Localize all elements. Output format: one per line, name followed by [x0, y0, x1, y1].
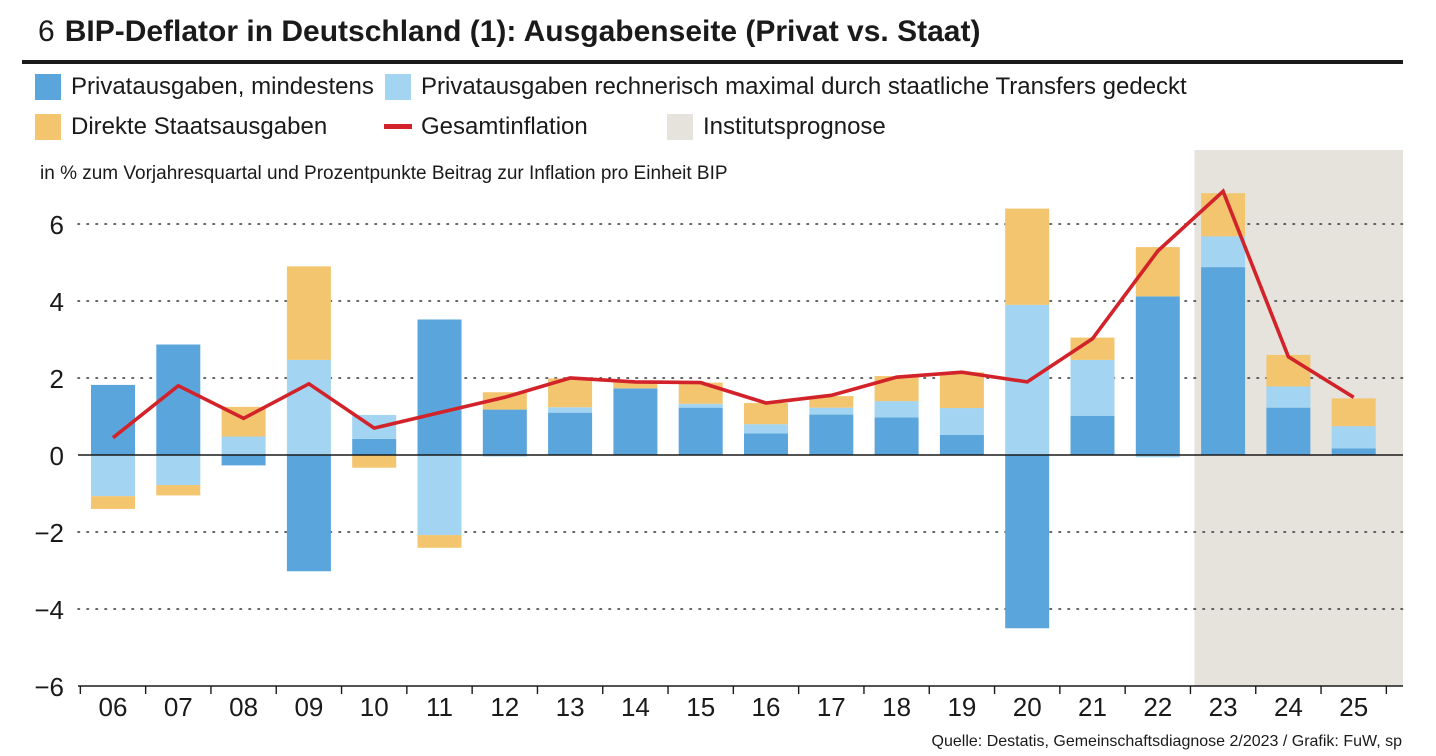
bar-staat [482, 392, 527, 410]
bar-priv-min [1331, 448, 1376, 455]
bar-priv-min [939, 434, 984, 455]
bar-staat [1331, 398, 1376, 427]
bar-priv-max [1070, 359, 1115, 416]
bar-priv-min [482, 409, 527, 455]
x-tick-label: 24 [1274, 692, 1303, 722]
x-tick-label: 09 [294, 692, 323, 722]
bar-priv-min [156, 344, 201, 455]
bar-staat [1070, 337, 1115, 360]
legend-label-priv-max: Privatausgaben rechnerisch maximal durch… [421, 73, 1187, 100]
bar-staat [1266, 354, 1311, 387]
inflation-line [111, 188, 1355, 440]
y-tick-label: 0 [50, 441, 64, 471]
bar-priv-max [1135, 455, 1180, 458]
bar-priv-max [744, 424, 788, 434]
x-tick-label: 25 [1339, 692, 1368, 722]
bar-priv-max [678, 403, 723, 408]
x-tick-label: 07 [164, 692, 193, 722]
x-tick-label: 20 [1013, 692, 1042, 722]
bar-staat [286, 266, 331, 360]
y-tick-label: −6 [34, 672, 64, 702]
y-tick-label: 2 [50, 364, 64, 394]
chart-title-text: BIP-Deflator in Deutschland (1): Ausgabe… [64, 15, 981, 48]
bar-staat [156, 485, 201, 496]
chart-subtitle: in % zum Vorjahresquartal und Prozentpun… [40, 163, 728, 184]
bar-priv-min [221, 455, 266, 466]
legend-label-staat: Direkte Staatsausgaben [71, 113, 328, 140]
legend-swatch-priv-max [385, 74, 411, 100]
bar-priv-min [417, 319, 462, 455]
bar-staat [613, 381, 658, 389]
legend-label-priv-min: Privatausgaben, mindestens [71, 73, 374, 100]
bar-staat [809, 396, 854, 408]
bar-priv-max [91, 455, 135, 497]
x-tick-label: 16 [752, 692, 781, 722]
bar-priv-max [809, 407, 854, 415]
legend-label-prognose: Institutsprognose [703, 113, 886, 140]
y-tick-label: −4 [34, 595, 64, 625]
bar-priv-max [548, 407, 593, 413]
y-tick-label: 6 [50, 210, 64, 240]
x-tick-label: 12 [490, 692, 519, 722]
bar-priv-min [1070, 415, 1115, 455]
bar-staat [744, 403, 788, 425]
x-tick-label: 15 [686, 692, 715, 722]
bar-staat [1005, 208, 1050, 305]
legend-swatch-staat [35, 114, 61, 140]
bar-priv-min [548, 412, 593, 455]
bar-priv-min [613, 388, 658, 455]
bar-priv-min [874, 417, 919, 455]
bar-priv-min [286, 455, 331, 572]
bar-priv-max [221, 436, 266, 455]
bar-priv-min [352, 438, 397, 455]
bar-staat [91, 496, 135, 509]
chart-title: 6 BIP-Deflator in Deutschland (1): Ausgab… [38, 14, 980, 50]
legend-label-inflation: Gesamtinflation [421, 113, 588, 140]
bar-priv-max [1266, 386, 1311, 408]
legend-swatch-priv-min [35, 74, 61, 100]
bar-staat [939, 372, 984, 409]
bar-priv-min [1135, 296, 1180, 455]
bar-priv-max [417, 455, 462, 536]
bar-priv-max [939, 408, 984, 435]
bar-priv-min [1005, 455, 1050, 629]
x-tick-label: 13 [556, 692, 585, 722]
x-tick-label: 19 [947, 692, 976, 722]
y-tick-label: −2 [34, 518, 64, 548]
legend-swatch-prognose [667, 114, 693, 140]
x-tick-label: 08 [229, 692, 258, 722]
bar-priv-max [874, 401, 919, 418]
bar-priv-min [809, 414, 854, 455]
bar-priv-min [91, 384, 135, 455]
bar-priv-min [1266, 407, 1311, 455]
x-tick-label: 06 [99, 692, 128, 722]
bar-priv-max [156, 455, 201, 486]
x-tick-label: 14 [621, 692, 650, 722]
bar-priv-min [744, 433, 788, 455]
x-tick-label: 11 [426, 692, 453, 722]
bar-staat [352, 455, 397, 468]
bar-priv-max [1201, 236, 1246, 268]
bar-priv-min [678, 407, 723, 455]
source-note: Quelle: Destatis, Gemeinschaftsdiagnose … [931, 733, 1402, 750]
x-tick-label: 23 [1209, 692, 1238, 722]
x-tick-label: 21 [1078, 692, 1107, 722]
y-tick-label: 4 [50, 287, 64, 317]
x-tick-label: 22 [1143, 692, 1172, 722]
bar-priv-max [1331, 426, 1376, 449]
title-rule [22, 60, 1403, 64]
bar-priv-min [1201, 267, 1246, 455]
chart-number: 6 [38, 15, 55, 48]
x-tick-label: 17 [817, 692, 846, 722]
x-tick-label: 18 [882, 692, 911, 722]
bar-priv-max [286, 359, 331, 455]
x-tick-label: 10 [360, 692, 389, 722]
legend-swatch-inflation [384, 124, 412, 129]
bar-staat [417, 535, 462, 548]
